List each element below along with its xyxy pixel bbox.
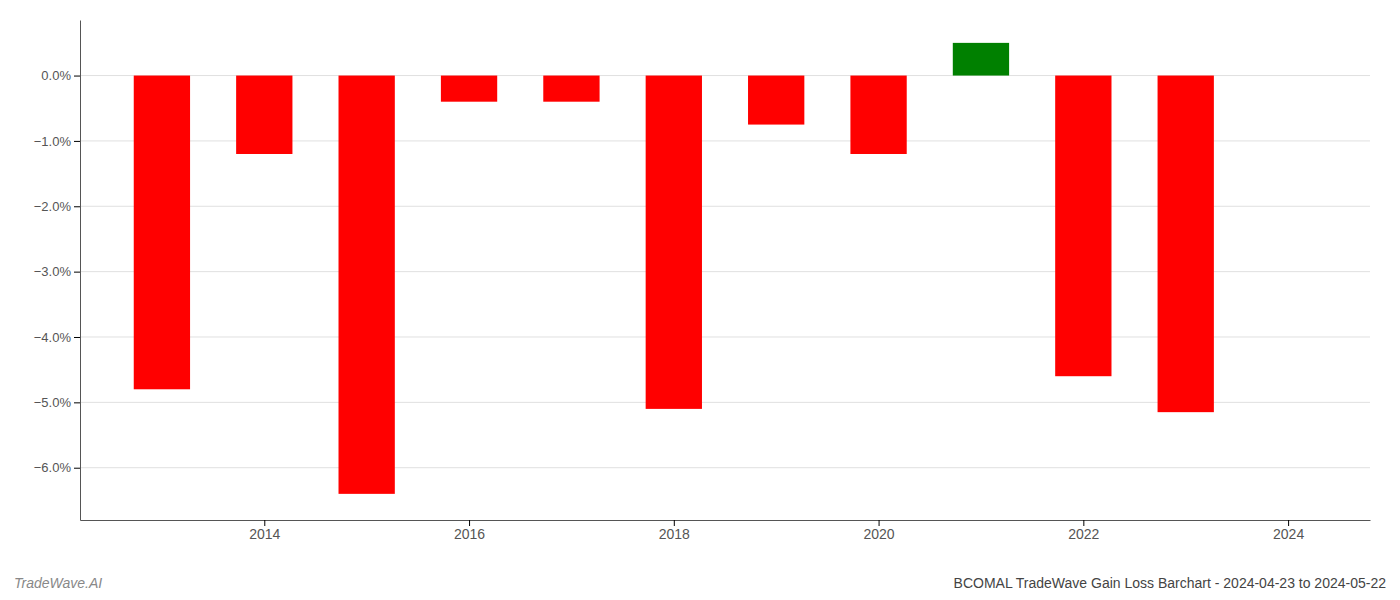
y-tick-label: 0.0% xyxy=(41,68,71,83)
bars xyxy=(134,43,1214,494)
y-tick: 0.0% xyxy=(41,68,80,83)
y-tick-label: −6.0% xyxy=(34,460,72,475)
chart: 0.0%−1.0%−2.0%−3.0%−4.0%−5.0%−6.0%201420… xyxy=(0,0,1400,600)
y-tick-mark xyxy=(74,206,80,207)
y-tick-label: −1.0% xyxy=(34,134,72,149)
bar xyxy=(748,76,804,125)
y-tick-label: −5.0% xyxy=(34,395,72,410)
grid-line xyxy=(80,467,1370,468)
bar xyxy=(543,76,599,102)
x-tick-label: 2022 xyxy=(1068,526,1099,542)
bar xyxy=(1055,76,1111,377)
y-tick-mark xyxy=(74,76,80,77)
x-axis: 2014 2016 2018 2020 2022 2024 xyxy=(81,520,1371,542)
bar xyxy=(850,76,906,154)
y-tick-mark xyxy=(74,141,80,142)
bar xyxy=(236,76,292,154)
x-tick: 2020 xyxy=(863,520,894,542)
x-tick: 2014 xyxy=(249,520,280,542)
y-tick: −5.0% xyxy=(34,395,80,410)
y-tick-label: −3.0% xyxy=(34,264,72,279)
y-tick: −1.0% xyxy=(34,134,80,149)
x-tick: 2024 xyxy=(1273,520,1304,542)
grid xyxy=(80,76,1370,468)
bar xyxy=(953,43,1009,76)
bar xyxy=(646,76,702,409)
x-axis-line xyxy=(81,520,1371,521)
watermark: TradeWave.AI xyxy=(14,575,102,591)
x-tick-label: 2024 xyxy=(1273,526,1304,542)
x-tick: 2018 xyxy=(659,520,690,542)
y-tick: −2.0% xyxy=(34,199,80,214)
bar xyxy=(339,76,395,494)
x-tick-label: 2018 xyxy=(659,526,690,542)
title: BCOMAL TradeWave Gain Loss Barchart - 20… xyxy=(954,575,1387,591)
y-tick: −4.0% xyxy=(34,330,80,345)
y-axis: 0.0% −1.0% −2.0% −3.0% −4.0% −5.0% −6.0% xyxy=(34,21,81,521)
plot: 0.0%−1.0%−2.0%−3.0%−4.0%−5.0%−6.0%201420… xyxy=(34,21,1371,542)
x-tick-label: 2014 xyxy=(249,526,280,542)
bar xyxy=(441,76,497,102)
bar xyxy=(134,76,190,390)
y-tick-label: −4.0% xyxy=(34,330,72,345)
y-tick-mark xyxy=(74,337,80,338)
y-tick: −3.0% xyxy=(34,264,80,279)
x-tick-label: 2020 xyxy=(863,526,894,542)
x-tick: 2016 xyxy=(454,520,485,542)
y-tick: −6.0% xyxy=(34,460,80,475)
y-tick-label: −2.0% xyxy=(34,199,72,214)
x-tick: 2022 xyxy=(1068,520,1099,542)
y-axis-line xyxy=(80,21,81,521)
bar xyxy=(1158,76,1214,413)
y-tick-mark xyxy=(74,402,80,403)
y-tick-mark xyxy=(74,272,80,273)
x-tick-label: 2016 xyxy=(454,526,485,542)
y-tick-mark xyxy=(74,468,80,469)
